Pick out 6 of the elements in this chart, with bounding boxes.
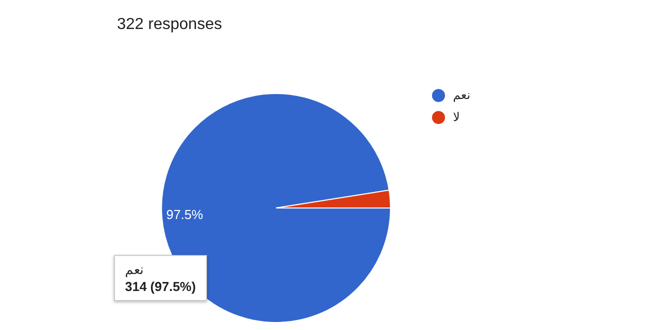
text: نعم [125,262,145,277]
chart-subtitle: 322 responses [117,16,222,34]
data-label: 97.5% [166,206,204,222]
legend-label: نعم [453,88,470,102]
legend-label: لا [453,110,460,124]
text: 314 (97.5%) [125,279,196,294]
